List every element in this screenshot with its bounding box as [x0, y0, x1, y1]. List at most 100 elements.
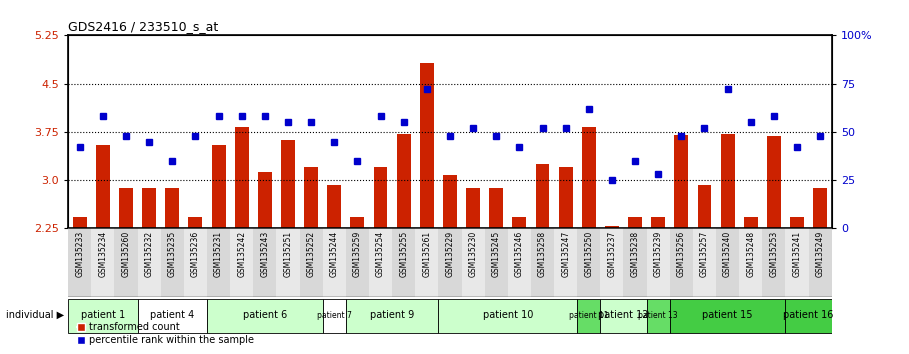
- Bar: [161, 228, 184, 297]
- Bar: [785, 228, 809, 297]
- Text: GSM135243: GSM135243: [260, 230, 269, 276]
- Bar: [721, 134, 734, 228]
- Text: GSM135255: GSM135255: [399, 230, 408, 276]
- Bar: [137, 299, 207, 333]
- Bar: [438, 299, 577, 333]
- Text: GSM135237: GSM135237: [607, 230, 616, 276]
- Bar: [670, 299, 785, 333]
- Bar: [119, 188, 133, 228]
- Text: patient 4: patient 4: [150, 310, 195, 320]
- Text: GSM135239: GSM135239: [654, 230, 663, 276]
- Bar: [484, 228, 508, 297]
- Text: GSM135233: GSM135233: [75, 230, 85, 276]
- Bar: [207, 228, 230, 297]
- Bar: [605, 227, 619, 228]
- Bar: [674, 135, 688, 228]
- Text: GSM135248: GSM135248: [746, 230, 755, 276]
- Bar: [438, 228, 462, 297]
- Legend: transformed count, percentile rank within the sample: transformed count, percentile rank withi…: [73, 319, 257, 349]
- Bar: [508, 228, 531, 297]
- Bar: [420, 63, 434, 228]
- Text: GDS2416 / 233510_s_at: GDS2416 / 233510_s_at: [68, 20, 218, 33]
- Bar: [646, 299, 670, 333]
- Bar: [142, 188, 156, 228]
- Text: patient 6: patient 6: [243, 310, 287, 320]
- Text: GSM135259: GSM135259: [353, 230, 362, 276]
- Bar: [184, 228, 207, 297]
- Bar: [513, 217, 526, 228]
- Bar: [577, 299, 600, 333]
- Bar: [115, 228, 137, 297]
- Bar: [300, 228, 323, 297]
- Bar: [327, 185, 341, 228]
- Text: GSM135229: GSM135229: [445, 230, 454, 276]
- Bar: [693, 228, 716, 297]
- Bar: [68, 228, 91, 297]
- Bar: [785, 299, 832, 333]
- Bar: [767, 136, 781, 228]
- Text: GSM135232: GSM135232: [145, 230, 154, 276]
- Text: GSM135257: GSM135257: [700, 230, 709, 276]
- Bar: [230, 228, 254, 297]
- Bar: [624, 228, 646, 297]
- Bar: [165, 188, 179, 228]
- Text: GSM135249: GSM135249: [815, 230, 824, 276]
- Bar: [212, 145, 225, 228]
- Text: patient 16: patient 16: [784, 310, 834, 320]
- Bar: [281, 140, 295, 228]
- Bar: [96, 145, 110, 228]
- Bar: [345, 299, 438, 333]
- Bar: [374, 167, 387, 228]
- Text: GSM135246: GSM135246: [514, 230, 524, 276]
- Text: GSM135240: GSM135240: [724, 230, 732, 276]
- Bar: [814, 188, 827, 228]
- Bar: [323, 299, 345, 333]
- Text: GSM135260: GSM135260: [122, 230, 131, 276]
- Text: GSM135250: GSM135250: [584, 230, 594, 276]
- Bar: [582, 127, 595, 228]
- Bar: [91, 228, 115, 297]
- Bar: [600, 299, 646, 333]
- Text: patient 7: patient 7: [317, 311, 352, 320]
- Bar: [276, 228, 300, 297]
- Text: GSM135252: GSM135252: [306, 230, 315, 276]
- Bar: [600, 228, 624, 297]
- Bar: [559, 167, 573, 228]
- Bar: [763, 228, 785, 297]
- Bar: [351, 217, 365, 228]
- Text: GSM135253: GSM135253: [769, 230, 778, 276]
- Text: GSM135258: GSM135258: [538, 230, 547, 276]
- Bar: [531, 228, 554, 297]
- Bar: [369, 228, 392, 297]
- Bar: [646, 228, 670, 297]
- Text: patient 13: patient 13: [638, 311, 678, 320]
- Bar: [323, 228, 345, 297]
- Text: patient 1: patient 1: [81, 310, 125, 320]
- Text: patient 11: patient 11: [569, 311, 608, 320]
- Bar: [535, 164, 549, 228]
- Text: GSM135256: GSM135256: [677, 230, 685, 276]
- Text: GSM135245: GSM135245: [492, 230, 501, 276]
- Bar: [809, 228, 832, 297]
- Bar: [739, 228, 763, 297]
- Bar: [73, 217, 86, 228]
- Bar: [137, 228, 161, 297]
- Text: GSM135238: GSM135238: [631, 230, 640, 276]
- Text: GSM135242: GSM135242: [237, 230, 246, 276]
- Bar: [554, 228, 577, 297]
- Text: patient 10: patient 10: [483, 310, 533, 320]
- Bar: [716, 228, 739, 297]
- Text: GSM135261: GSM135261: [423, 230, 431, 276]
- Bar: [697, 185, 712, 228]
- Text: GSM135230: GSM135230: [469, 230, 477, 276]
- Bar: [628, 217, 642, 228]
- Bar: [305, 167, 318, 228]
- Text: GSM135254: GSM135254: [376, 230, 385, 276]
- Text: patient 9: patient 9: [370, 310, 415, 320]
- Bar: [235, 127, 249, 228]
- Bar: [489, 188, 504, 228]
- Bar: [396, 134, 411, 228]
- Bar: [651, 217, 665, 228]
- Bar: [466, 188, 480, 228]
- Text: individual ▶: individual ▶: [5, 310, 64, 320]
